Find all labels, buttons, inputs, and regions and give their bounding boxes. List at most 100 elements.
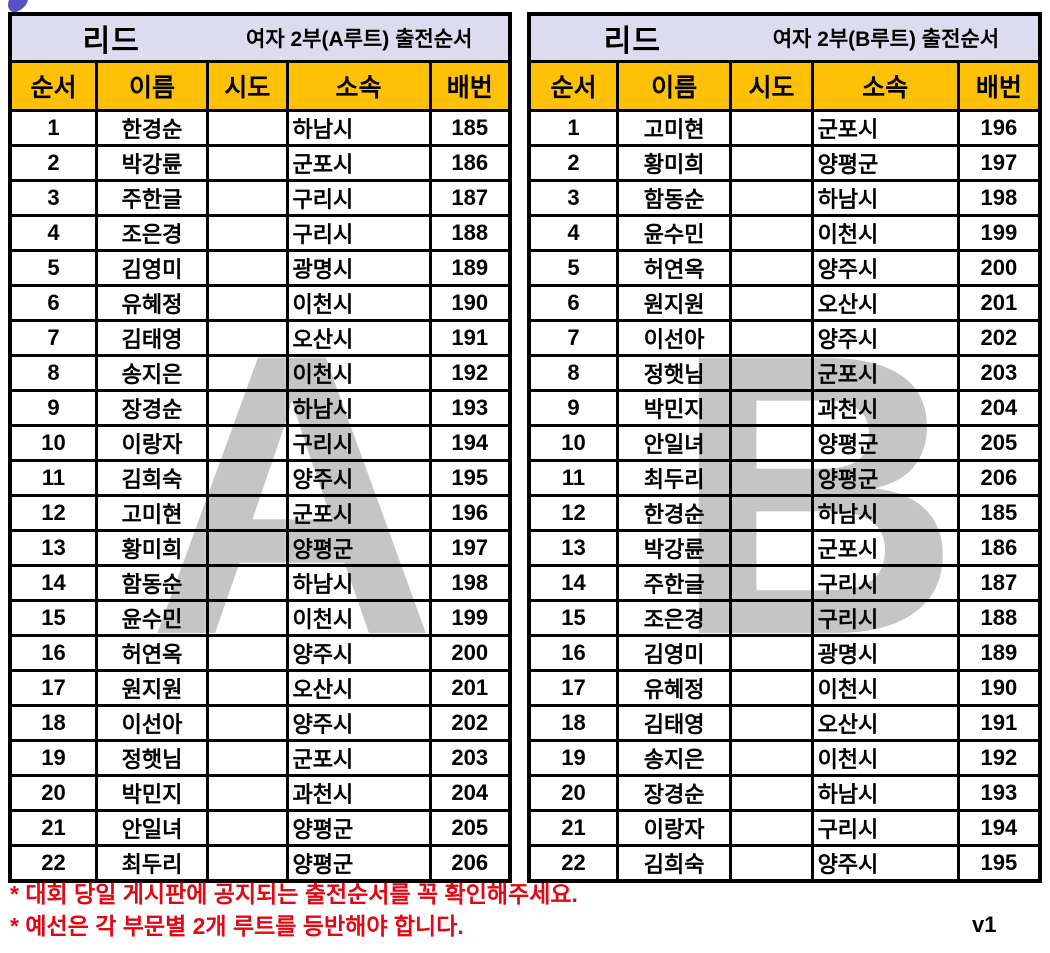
cell-bib: 185 (956, 494, 1042, 532)
cell-order: 5 (527, 249, 619, 287)
cell-name: 유혜정 (615, 669, 733, 707)
cell-order: 18 (8, 704, 98, 742)
cell-bib: 198 (956, 179, 1042, 217)
cell-bib: 203 (956, 354, 1042, 392)
cell-order: 6 (527, 284, 619, 322)
table-row: 15 조은경 구리시 188 (527, 599, 1042, 637)
cell-bib: 188 (956, 599, 1042, 637)
cell-order: 9 (8, 389, 98, 427)
division-subtitle: 여자 2부(B루트) 출전순서 (772, 28, 1000, 51)
cell-bib: 195 (956, 844, 1042, 883)
cell-order: 11 (8, 459, 98, 497)
discipline-title: 리드 (603, 25, 661, 58)
cell-bib: 192 (428, 354, 512, 392)
cell-name: 김영미 (95, 249, 209, 287)
cell-affiliation: 이천시 (285, 599, 432, 637)
cell-name: 박강륜 (615, 529, 733, 567)
cell-affiliation: 양주시 (810, 249, 960, 287)
cell-sido (729, 809, 814, 847)
cell-name: 박강륜 (95, 144, 209, 182)
table-row: 16 허연옥 양주시 200 (8, 634, 512, 672)
table-row: 5 허연옥 양주시 200 (527, 249, 1042, 287)
cell-name: 조은경 (95, 214, 209, 252)
col-header-bib: 배번 (956, 60, 1042, 112)
cell-affiliation: 양평군 (285, 844, 432, 883)
cell-affiliation: 양평군 (810, 144, 960, 182)
table-row: 11 최두리 양평군 206 (527, 459, 1042, 497)
cell-affiliation: 군포시 (810, 354, 960, 392)
cell-bib: 203 (428, 739, 512, 777)
cell-bib: 198 (428, 564, 512, 602)
cell-order: 9 (527, 389, 619, 427)
table-row: 3 주한글 구리시 187 (8, 179, 512, 217)
cell-name: 윤수민 (95, 599, 209, 637)
table-row: 14 함동순 하남시 198 (8, 564, 512, 602)
cell-affiliation: 하남시 (810, 494, 960, 532)
cell-bib: 186 (428, 144, 512, 182)
cell-sido (729, 319, 814, 357)
cell-affiliation: 양평군 (810, 424, 960, 462)
footer-notes: * 대회 당일 게시판에 공지되는 출전순서를 꼭 확인해주세요. * 예선은 … (10, 878, 578, 942)
table-row: 16 김영미 광명시 189 (527, 634, 1042, 672)
cell-sido (206, 669, 289, 707)
cell-sido (729, 354, 814, 392)
cell-bib: 204 (956, 389, 1042, 427)
cell-bib: 197 (956, 144, 1042, 182)
table-title-row: 리드 여자 2부(B루트) 출전순서 (527, 12, 1042, 63)
cell-order: 10 (8, 424, 98, 462)
cell-bib: 205 (428, 809, 512, 847)
cell-bib: 206 (956, 459, 1042, 497)
cell-bib: 191 (956, 704, 1042, 742)
cell-bib: 193 (956, 774, 1042, 812)
cell-order: 15 (527, 599, 619, 637)
cell-order: 21 (8, 809, 98, 847)
cell-sido (206, 109, 289, 147)
table-row: 5 김영미 광명시 189 (8, 249, 512, 287)
cell-affiliation: 양주시 (810, 319, 960, 357)
cell-affiliation: 광명시 (285, 249, 432, 287)
cell-name: 조은경 (615, 599, 733, 637)
cell-order: 19 (527, 739, 619, 777)
cell-affiliation: 이천시 (810, 214, 960, 252)
cell-sido (729, 564, 814, 602)
cell-order: 17 (8, 669, 98, 707)
cell-name: 안일녀 (615, 424, 733, 462)
cell-order: 10 (527, 424, 619, 462)
cell-bib: 190 (956, 669, 1042, 707)
cell-name: 송지은 (95, 354, 209, 392)
cell-order: 17 (527, 669, 619, 707)
cell-order: 2 (8, 144, 98, 182)
cell-sido (206, 739, 289, 777)
version-label: v1 (972, 912, 997, 937)
table-row: 6 원지원 오산시 201 (527, 284, 1042, 322)
table-row: 7 김태영 오산시 191 (8, 319, 512, 357)
cell-sido (206, 704, 289, 742)
table-row: 13 황미희 양평군 197 (8, 529, 512, 567)
cell-name: 박민지 (95, 774, 209, 812)
cell-sido (206, 844, 289, 883)
cell-name: 원지원 (95, 669, 209, 707)
table-row: 12 한경순 하남시 185 (527, 494, 1042, 532)
cell-affiliation: 하남시 (285, 109, 432, 147)
division-subtitle: 여자 2부(A루트) 출전순서 (246, 28, 473, 51)
cell-name: 김희숙 (615, 844, 733, 883)
cell-bib: 205 (956, 424, 1042, 462)
cell-bib: 200 (428, 634, 512, 672)
cell-affiliation: 이천시 (810, 739, 960, 777)
cell-bib: 185 (428, 109, 512, 147)
cell-order: 19 (8, 739, 98, 777)
cell-name: 정햇님 (95, 739, 209, 777)
col-header-sido: 시도 (206, 60, 289, 112)
cell-bib: 195 (428, 459, 512, 497)
cell-bib: 204 (428, 774, 512, 812)
cell-sido (729, 599, 814, 637)
col-header-name: 이름 (615, 60, 733, 112)
cell-sido (206, 529, 289, 567)
cell-affiliation: 구리시 (285, 179, 432, 217)
cell-order: 1 (8, 109, 98, 147)
cell-affiliation: 구리시 (285, 214, 432, 252)
table-row: 9 장경순 하남시 193 (8, 389, 512, 427)
start-order-table-a: 리드 여자 2부(A루트) 출전순서 순서 이름 시도 소속 배번 1 한경순 하남… (8, 12, 512, 883)
cell-sido (206, 249, 289, 287)
table-row: 9 박민지 과천시 204 (527, 389, 1042, 427)
